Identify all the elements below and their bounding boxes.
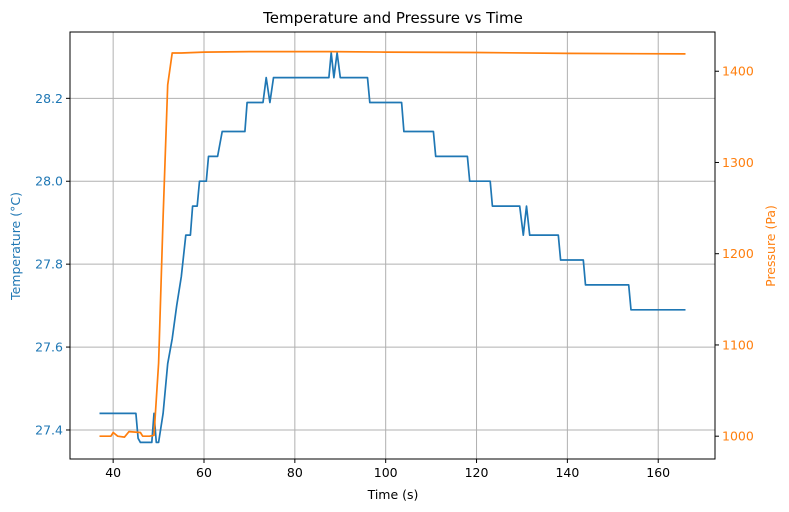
left-y-tick-label: 28.0 [35,174,63,189]
x-tick-label: 80 [287,465,303,480]
left-y-axis-ticks: 27.4 27.6 27.8 28.0 28.2 [35,91,70,437]
right-y-tick-label: 1000 [722,429,754,444]
right-y-tick-label: 1100 [722,337,754,352]
plot-frame [69,31,716,460]
x-tick-label: 140 [555,465,579,480]
left-y-axis-label: Temperature (°C) [8,192,23,301]
x-tick-label: 100 [374,465,398,480]
right-y-axis-ticks: 1000 1100 1200 1300 1400 [715,64,754,444]
right-y-tick-label: 1200 [722,246,754,261]
x-axis-ticks: 40 60 80 100 120 140 160 [105,459,670,480]
pressure-series-line [99,50,686,438]
right-y-tick-label: 1300 [722,155,754,170]
temperature-series-line [99,51,686,444]
chart-title: Temperature and Pressure vs Time [262,9,523,27]
x-axis-label: Time (s) [367,487,419,502]
left-y-tick-label: 27.4 [35,422,63,437]
left-y-tick-label: 28.2 [35,91,63,106]
x-tick-label: 120 [465,465,489,480]
right-y-tick-label: 1400 [722,64,754,79]
right-y-axis-label: Pressure (Pa) [763,205,778,287]
left-y-tick-label: 27.6 [35,340,63,355]
x-tick-label: 160 [646,465,670,480]
series-lines [99,50,686,444]
x-tick-label: 60 [196,465,212,480]
x-tick-label: 40 [105,465,121,480]
left-y-tick-label: 27.8 [35,257,63,272]
grid-lines [70,32,715,459]
